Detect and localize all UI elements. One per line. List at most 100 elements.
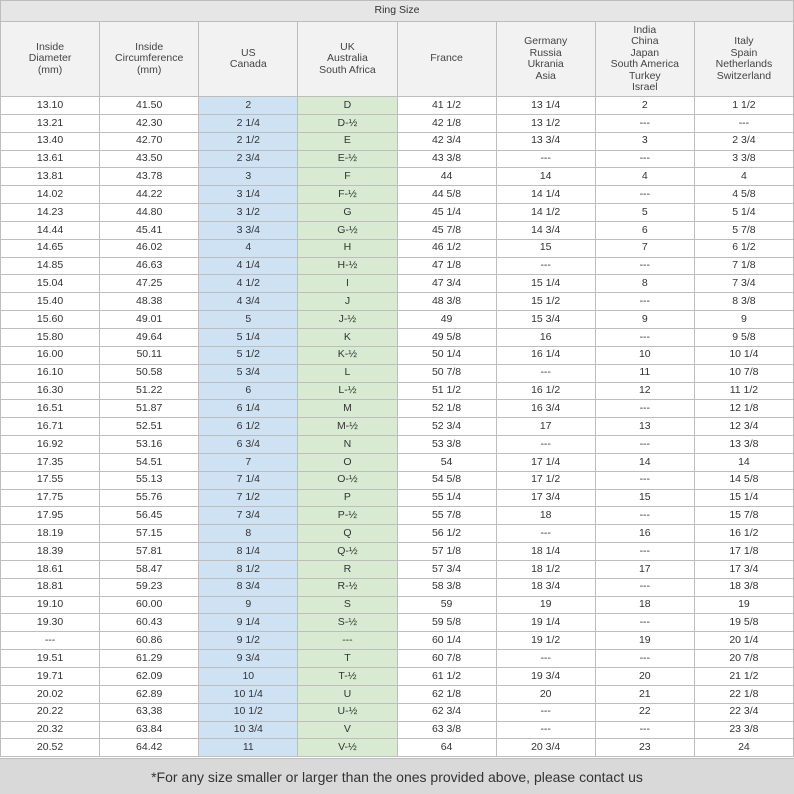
table-cell: 19.71 (0, 667, 101, 686)
table-cell: 8 1/4 (198, 542, 299, 561)
column-header: Germany Russia Ukrania Asia (495, 21, 596, 97)
table-cell: 13 3/4 (495, 131, 596, 151)
table-cell: 19 (693, 595, 794, 615)
table-cell: 17 3/4 (495, 488, 596, 508)
table-row: 14.44 45.41 3 3/4 G-½ 45 7/8 14 3/4 6 5 7/8 (0, 220, 794, 240)
table-cell: --- (0, 631, 101, 651)
table-cell: 56 1/2 (396, 524, 497, 544)
header-line: South America (610, 58, 679, 70)
table-cell: 44 (396, 167, 497, 187)
table-cell: 13 (594, 417, 695, 437)
table-cell: 20 7/8 (693, 649, 794, 668)
table-row: 13.21 42.30 2 1/4 D-½ 42 1/8 13 1/2 --- --- (0, 113, 794, 133)
table-row: 17.55 55.13 7 1/4 O-½ 54 5/8 17 1/2 --- 14 5/8 (0, 470, 794, 490)
table-cell: --- (495, 702, 596, 722)
table-cell: 17 1/8 (693, 542, 794, 561)
table-cell: --- (495, 435, 596, 454)
table-cell: 16.00 (0, 345, 101, 365)
table-cell: M-½ (297, 417, 398, 437)
table-cell: 20 3/4 (495, 738, 596, 758)
table-cell: 43.50 (99, 149, 200, 169)
table-cell: 2 1/2 (198, 131, 299, 151)
table-cell: 22 1/8 (693, 684, 794, 704)
table-cell: 55.13 (99, 470, 200, 490)
table-cell: 18.19 (0, 524, 101, 544)
table-cell: 14 3/4 (495, 220, 596, 240)
table-cell: 42 1/8 (396, 113, 497, 133)
table-cell: 43.78 (99, 167, 200, 187)
table-cell: 18 3/8 (693, 577, 794, 597)
table-cell: 2 3/4 (198, 149, 299, 169)
header-line: UK (340, 40, 355, 53)
table-cell: --- (297, 631, 398, 651)
table-cell: S-½ (297, 613, 398, 633)
table-cell: --- (594, 506, 695, 526)
table-cell: Q (297, 524, 398, 544)
table-cell: 23 3/8 (693, 720, 794, 740)
table-cell: 3 1/4 (198, 185, 299, 205)
table-cell: 13.61 (0, 149, 101, 169)
column-header: France (396, 21, 497, 97)
table-cell: 9 5/8 (693, 327, 794, 347)
table-cell: 55 1/4 (396, 488, 497, 508)
table-row: 18.19 57.15 8 Q 56 1/2 --- 16 16 1/2 (0, 524, 794, 544)
table-cell: 5 (198, 310, 299, 329)
table-cell: 53 3/8 (396, 435, 497, 454)
table-cell: 11 1/2 (693, 381, 794, 401)
table-cell: 42 3/4 (396, 131, 497, 151)
table-cell: 20 1/4 (693, 631, 794, 651)
table-cell: 18 (594, 595, 695, 615)
table-cell: 49.01 (99, 310, 200, 329)
table-cell: K (297, 327, 398, 347)
column-header: Inside Diameter (mm) (0, 21, 101, 97)
table-row: 17.75 55.76 7 1/2 P 55 1/4 17 3/4 15 15 1/4 (0, 488, 794, 508)
table-cell: 44.80 (99, 203, 200, 222)
table-cell: 18.81 (0, 577, 101, 597)
table-cell: 18.61 (0, 559, 101, 579)
table-cell: 16 (594, 524, 695, 544)
table-cell: 2 3/4 (693, 131, 794, 151)
table-row: 16.30 51.22 6 L-½ 51 1/2 16 1/2 12 11 1/2 (0, 381, 794, 401)
table-cell: 20 (594, 667, 695, 686)
table-cell: 15 3/4 (495, 310, 596, 329)
table-cell: 14.85 (0, 256, 101, 276)
table-cell: G-½ (297, 220, 398, 240)
table-cell: 15 1/4 (495, 274, 596, 294)
table-cell: 2 (594, 96, 695, 115)
table-cell: 17 3/4 (693, 559, 794, 579)
table-cell: --- (495, 649, 596, 668)
table-cell: 48.38 (99, 292, 200, 312)
table-cell: 60.86 (99, 631, 200, 651)
table-cell: E (297, 131, 398, 151)
table-cell: 3 (594, 131, 695, 151)
table-cell: 50 7/8 (396, 363, 497, 383)
table-cell: 14 (495, 167, 596, 187)
table-cell: 49.64 (99, 327, 200, 347)
table-cell: F-½ (297, 185, 398, 205)
table-cell: 49 5/8 (396, 327, 497, 347)
table-cell: 52 3/4 (396, 417, 497, 437)
title-row: Ring Size (0, 0, 794, 22)
table-cell: 10 (594, 345, 695, 365)
table-cell: H (297, 238, 398, 258)
table-cell: 4 1/2 (198, 274, 299, 294)
table-cell: 13.21 (0, 113, 101, 133)
table-cell: 17 (594, 559, 695, 579)
table-cell: --- (594, 292, 695, 312)
table-cell: 17 1/2 (495, 470, 596, 490)
table-cell: 19 5/8 (693, 613, 794, 633)
table-cell: 4 1/4 (198, 256, 299, 276)
table-cell: 19.30 (0, 613, 101, 633)
table-cell: 59 5/8 (396, 613, 497, 633)
table-cell: 14.44 (0, 220, 101, 240)
table-cell: M (297, 399, 398, 419)
table-cell: --- (594, 185, 695, 205)
table-row: 15.80 49.64 5 1/4 K 49 5/8 16 --- 9 5/8 (0, 327, 794, 347)
header-line: Canada (229, 58, 267, 70)
table-row: 16.71 52.51 6 1/2 M-½ 52 3/4 17 13 12 3/4 (0, 417, 794, 437)
table-cell: --- (594, 649, 695, 668)
table-cell: 4 (198, 238, 299, 258)
table-row: 14.23 44.80 3 1/2 G 45 1/4 14 1/2 5 5 1/4 (0, 203, 794, 222)
table-cell: 47 3/4 (396, 274, 497, 294)
header-line: Italy (734, 35, 754, 47)
